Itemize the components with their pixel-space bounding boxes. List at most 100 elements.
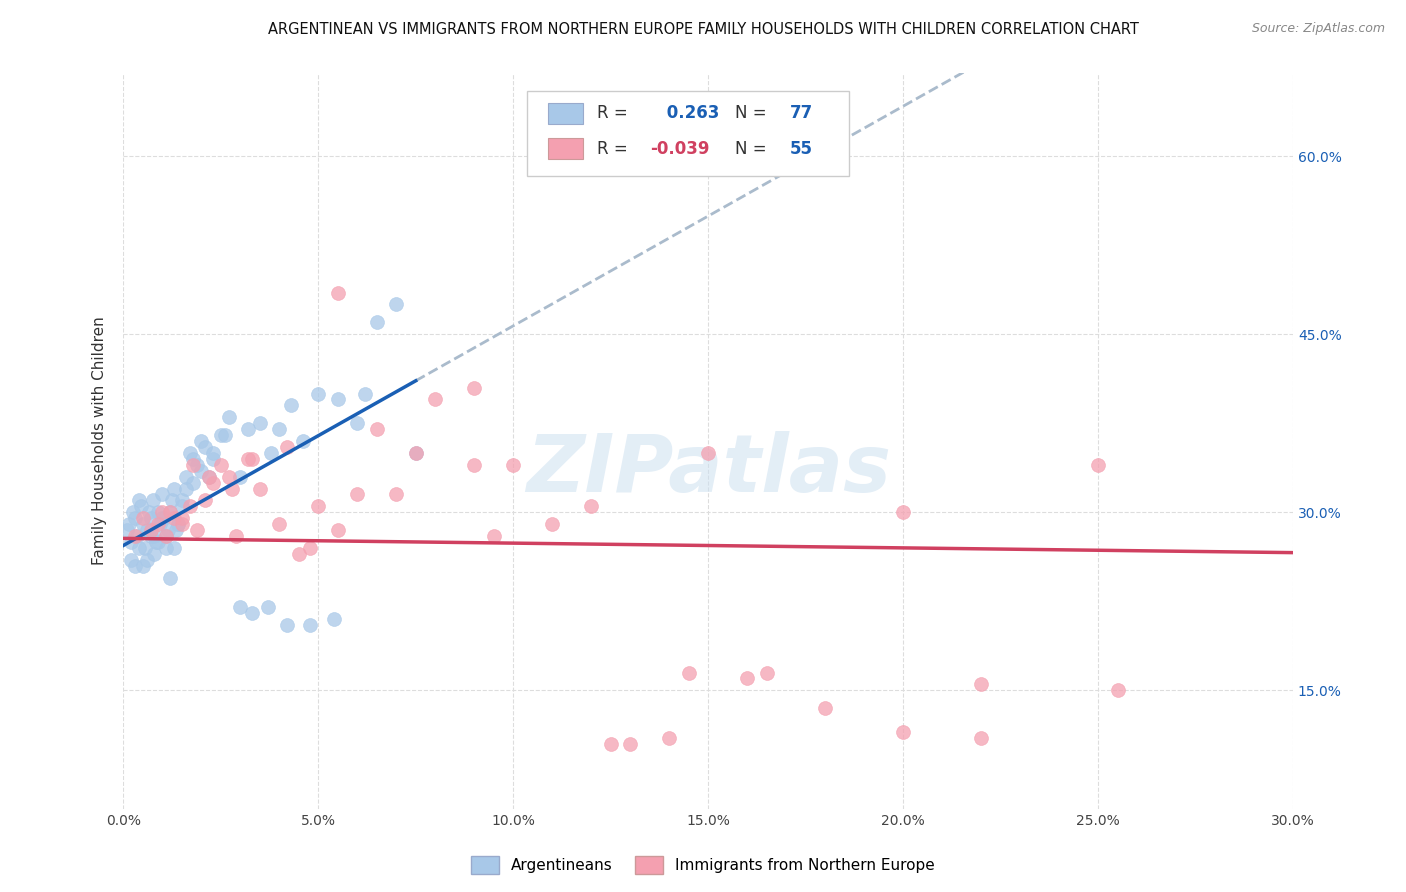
Point: [221, 482, 243, 496]
Point: [198, 469, 221, 483]
Point: [165, 523, 187, 537]
Point: [229, 600, 252, 615]
Point: [120, 535, 142, 549]
Point: [183, 475, 205, 490]
Point: [132, 511, 155, 525]
Point: [163, 511, 186, 525]
Point: [170, 517, 193, 532]
Point: [599, 737, 621, 751]
Point: [135, 553, 157, 567]
Point: [218, 469, 240, 483]
Point: [209, 428, 232, 442]
Point: [150, 487, 173, 501]
Point: [366, 315, 388, 329]
Point: [346, 416, 368, 430]
Point: [299, 618, 322, 632]
Point: [385, 487, 408, 501]
Point: [179, 500, 201, 514]
Point: [148, 505, 170, 519]
Point: [174, 469, 197, 483]
Point: [425, 392, 447, 407]
Point: [159, 505, 181, 519]
Point: [322, 612, 344, 626]
Point: [138, 505, 160, 519]
Point: [135, 523, 157, 537]
Point: [229, 469, 252, 483]
Text: Source: ZipAtlas.com: Source: ZipAtlas.com: [1251, 22, 1385, 36]
Point: [120, 553, 142, 567]
Point: [128, 541, 150, 555]
Point: [678, 665, 700, 680]
Point: [287, 547, 309, 561]
Point: [218, 410, 240, 425]
Point: [186, 523, 208, 537]
Point: [326, 523, 349, 537]
Point: [143, 547, 166, 561]
Text: N =: N =: [735, 140, 766, 158]
Point: [190, 464, 212, 478]
Point: [155, 541, 177, 555]
Point: [482, 529, 505, 543]
FancyBboxPatch shape: [548, 103, 583, 124]
Point: [115, 523, 138, 537]
Point: [141, 493, 163, 508]
Point: [225, 529, 247, 543]
Point: [541, 517, 564, 532]
Point: [139, 523, 162, 537]
Point: [280, 398, 302, 412]
Point: [186, 458, 208, 472]
Point: [150, 511, 173, 525]
Point: [149, 517, 172, 532]
Text: N =: N =: [735, 104, 766, 122]
Point: [139, 511, 162, 525]
Text: ZIPatlas: ZIPatlas: [526, 432, 890, 509]
Point: [155, 529, 177, 543]
Point: [269, 517, 291, 532]
Point: [260, 446, 283, 460]
Point: [735, 672, 758, 686]
Point: [1107, 683, 1129, 698]
Point: [463, 381, 485, 395]
Point: [240, 606, 263, 620]
Point: [167, 517, 190, 532]
Point: [124, 558, 146, 573]
Point: [299, 541, 322, 555]
Point: [346, 487, 368, 501]
Point: [970, 677, 993, 691]
Legend: Argentineans, Immigrants from Northern Europe: Argentineans, Immigrants from Northern E…: [465, 850, 941, 880]
Point: [307, 386, 329, 401]
Point: [194, 493, 217, 508]
Point: [129, 500, 152, 514]
Point: [122, 505, 145, 519]
Point: [170, 511, 193, 525]
Point: [139, 529, 162, 543]
Point: [385, 297, 408, 311]
Point: [143, 529, 166, 543]
Point: [170, 500, 193, 514]
Point: [201, 475, 224, 490]
Point: [619, 737, 641, 751]
Point: [291, 434, 314, 448]
Text: ARGENTINEAN VS IMMIGRANTS FROM NORTHERN EUROPE FAMILY HOUSEHOLDS WITH CHILDREN C: ARGENTINEAN VS IMMIGRANTS FROM NORTHERN …: [267, 22, 1139, 37]
Point: [502, 458, 524, 472]
Point: [159, 505, 181, 519]
Point: [249, 416, 271, 430]
Point: [658, 731, 681, 745]
Point: [249, 482, 271, 496]
Point: [124, 511, 146, 525]
Point: [132, 517, 155, 532]
Point: [163, 482, 186, 496]
Point: [125, 529, 148, 543]
Point: [970, 731, 993, 745]
Point: [1087, 458, 1109, 472]
Point: [124, 529, 146, 543]
Point: [198, 469, 221, 483]
Point: [145, 535, 167, 549]
FancyBboxPatch shape: [527, 91, 849, 176]
Point: [405, 446, 427, 460]
Point: [240, 451, 263, 466]
Text: 77: 77: [790, 104, 813, 122]
Point: [891, 725, 914, 739]
Point: [134, 541, 156, 555]
Point: [269, 422, 291, 436]
